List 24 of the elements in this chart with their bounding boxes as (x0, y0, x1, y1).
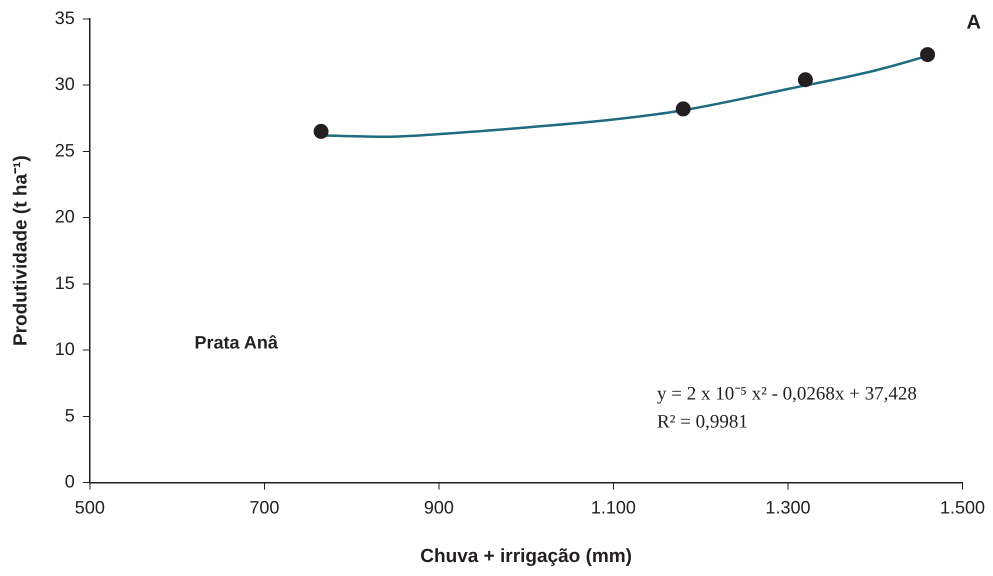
point (676, 101, 691, 116)
x-axis-title: Chuva + irrigação (mm) (420, 546, 632, 567)
y-tick-label: 20 (54, 206, 75, 227)
y-tick-label: 15 (54, 272, 75, 293)
annotation: y = 2 x 10⁻⁵ x² - 0,0268x + 37,428 (657, 383, 917, 404)
y-tick-label: 0 (64, 472, 75, 492)
x-tick-label: 1.100 (590, 497, 636, 518)
y-tick-label: 30 (54, 74, 75, 94)
annotation: Prata Anâ (194, 332, 279, 352)
x-tick-label: 1.300 (765, 497, 810, 518)
y-tick-label: 5 (64, 405, 75, 426)
point (314, 124, 329, 139)
annotation: R² = 0,9981 (657, 411, 748, 432)
y-axis-title: Produtividade (t ha⁻¹) (10, 155, 32, 346)
x-tick-label: 1.500 (940, 497, 985, 518)
y-tick-label: 35 (54, 8, 75, 28)
x-tick-label: 500 (74, 497, 105, 518)
x-tick-label: 900 (424, 497, 454, 518)
y-tick-label: 25 (54, 140, 75, 160)
y-tick-label: 10 (54, 339, 75, 360)
point (920, 47, 936, 62)
x-tick-label: 700 (249, 497, 280, 518)
text: A (966, 11, 981, 34)
point (798, 72, 813, 88)
